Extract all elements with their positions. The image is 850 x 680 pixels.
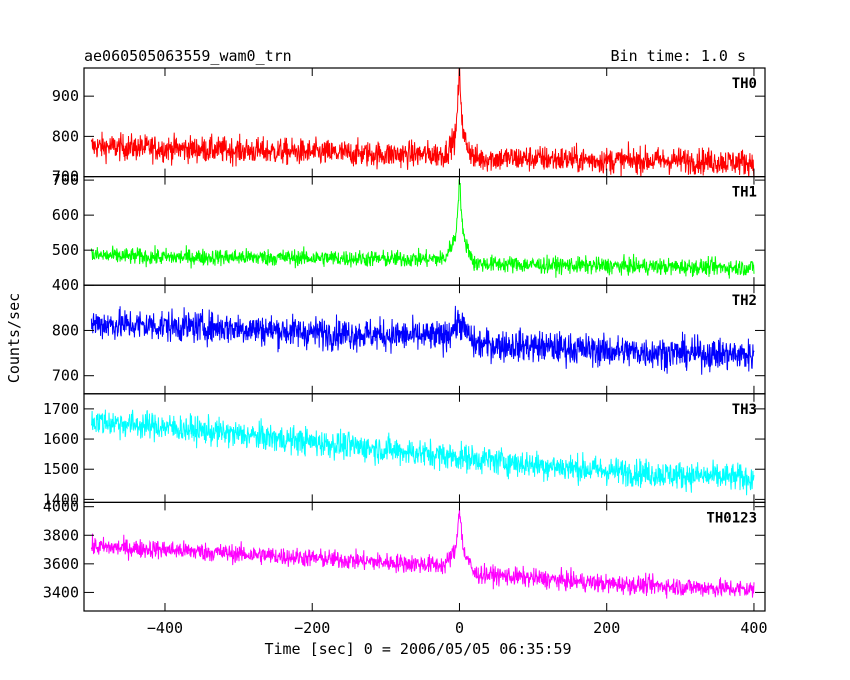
y-tick-label: 1500 [43, 460, 79, 478]
y-tick-label: 800 [52, 321, 79, 339]
y-tick-label: 500 [52, 241, 79, 259]
x-tick-label: −400 [147, 619, 183, 637]
panels-group: 700800900TH0400500600700TH1700800TH21400… [43, 67, 768, 637]
y-tick-label: 1400 [43, 490, 79, 508]
bin-time-label: Bin time: 1.0 s [611, 47, 746, 65]
series-line-th0123 [90, 508, 755, 599]
y-tick-label: 900 [52, 87, 79, 105]
panel-label: TH1 [732, 185, 757, 201]
y-tick-label: 600 [52, 206, 79, 224]
panel-label: TH2 [732, 293, 757, 309]
series-line-th1 [90, 179, 755, 279]
y-tick-label: 3800 [43, 526, 79, 544]
y-tick-label: 3400 [43, 583, 79, 601]
panel-th0123: 3400 3600 3800 4000 TH0123 [43, 498, 766, 612]
panel-th3: 1400 1500 1600 1700 TH3 [43, 393, 766, 508]
x-tick-label: −200 [294, 619, 330, 637]
panel-th0: 700 800 900 TH0 [52, 67, 766, 186]
panel-th2: 700 800 TH2 [52, 284, 766, 395]
chart-title: ae060505063559_wam0_trn [84, 47, 292, 65]
y-tick-label: 700 [52, 168, 79, 186]
y-tick-label: 1600 [43, 430, 79, 448]
x-axis-label: Time [sec] 0 = 2006/05/05 06:35:59 [264, 640, 571, 658]
series-line-th3 [90, 409, 755, 496]
panel-frame [83, 176, 766, 286]
panel-th1: 400 500 600 700 TH1 [52, 171, 766, 294]
y-tick-label: 3600 [43, 555, 79, 573]
y-tick-label: 4000 [43, 498, 79, 516]
x-tick-label: 400 [740, 619, 767, 637]
panel-frame [83, 501, 766, 612]
panel-label: TH0123 [706, 510, 757, 526]
y-axis-label: Counts/sec [5, 293, 23, 383]
y-tick-label: 700 [52, 171, 79, 189]
y-tick-label: 1700 [43, 400, 79, 418]
y-tick-label: 400 [52, 276, 79, 294]
series-line-th2 [90, 305, 755, 375]
y-tick-label: 700 [52, 367, 79, 385]
panel-label: TH0 [732, 76, 757, 92]
x-tick-label: 200 [593, 619, 620, 637]
x-tick-label: 0 [455, 619, 464, 637]
panel-label: TH3 [732, 402, 757, 418]
y-tick-label: 800 [52, 127, 79, 145]
series-line-th0 [90, 68, 755, 177]
